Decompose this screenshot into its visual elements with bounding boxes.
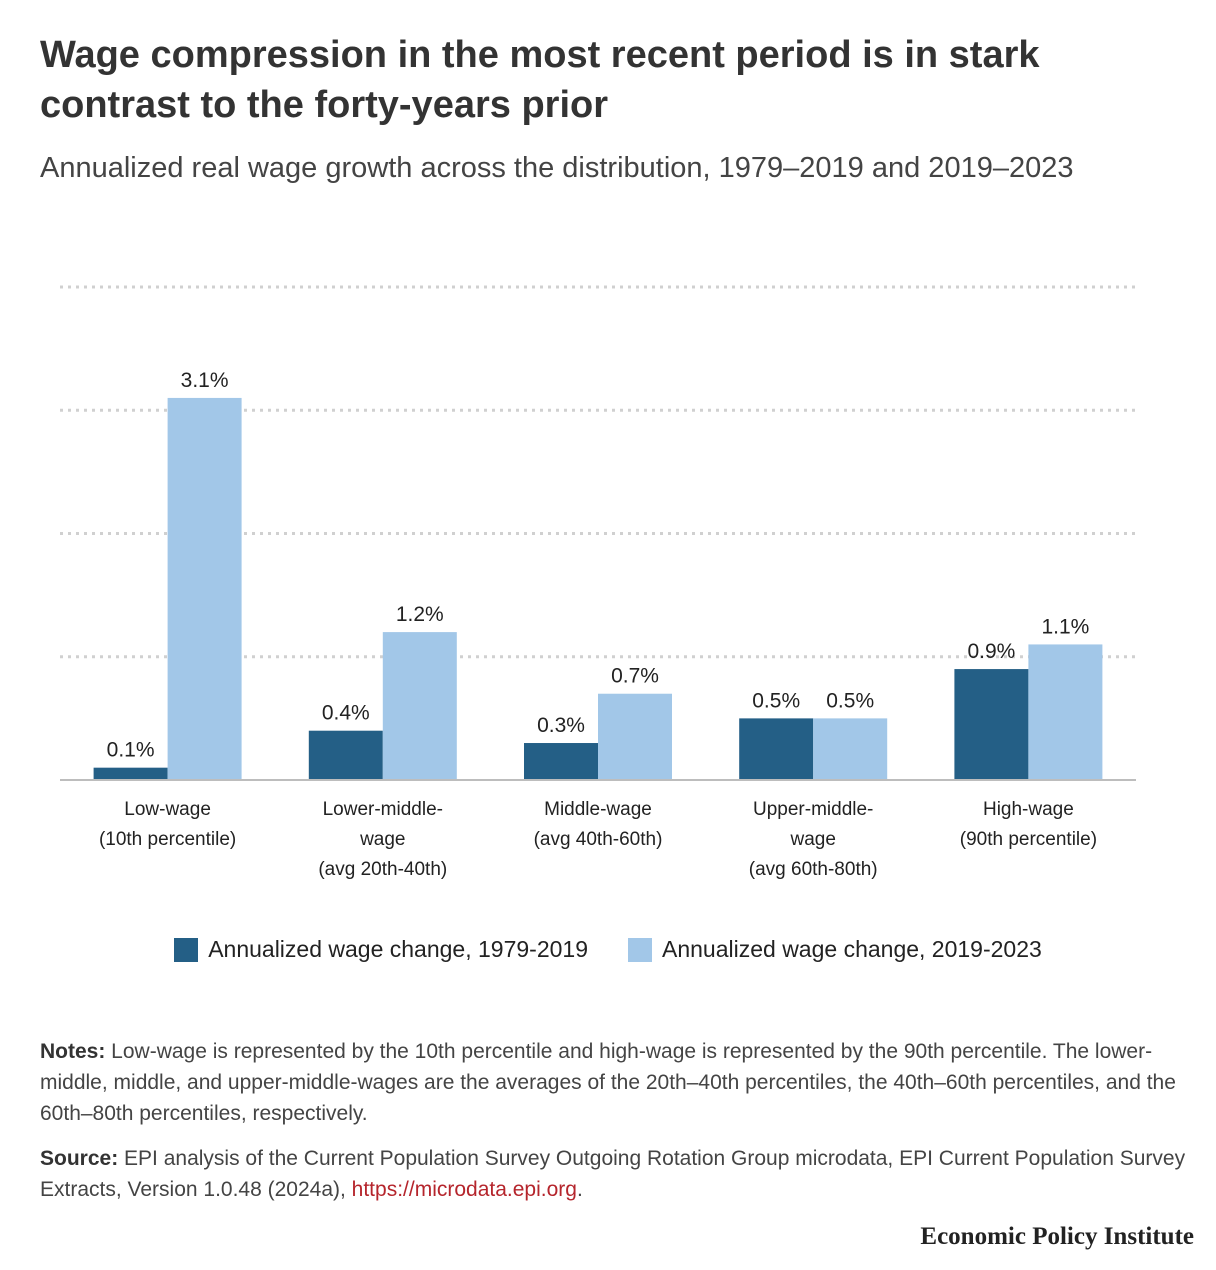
category-label: High-wage [983, 799, 1074, 820]
bar-2019-2023 [167, 397, 242, 780]
legend: Annualized wage change, 1979-2019 Annual… [0, 936, 1216, 963]
value-label: 0.7% [611, 665, 659, 688]
category-labels: Low-wage (10th percentile) Lower-middle-wa… [99, 799, 1097, 880]
bar-1979-2019 [93, 767, 168, 780]
category-label: (90th percentile) [960, 829, 1097, 850]
value-label: 0.5% [826, 689, 874, 712]
legend-label: Annualized wage change, 2019-2023 [662, 936, 1042, 962]
value-labels: 0.1% 3.1% 0.4% 1.2% 0.3% 0.7% 0.5% 0.5% 0.9% 1.1% [107, 369, 1090, 762]
value-label: 3.1% [181, 369, 229, 392]
category-label: (avg 20th-40th) [318, 859, 447, 880]
bars [93, 397, 1103, 780]
bar-1979-2019 [524, 743, 598, 780]
value-label: 0.1% [107, 739, 155, 762]
legend-swatch-light [628, 937, 652, 962]
category-label: Low-wage [124, 799, 211, 820]
legend-item-1979-2019: Annualized wage change, 1979-2019 [174, 936, 588, 963]
chart-title: Wage compression in the most recent peri… [40, 34, 1040, 126]
notes-text: Low-wage is represented by the 10th perc… [40, 1040, 1176, 1125]
value-label: 1.1% [1041, 615, 1089, 638]
category-label: wage [359, 829, 405, 850]
chart-subtitle: Annualized real wage growth across the d… [40, 152, 1074, 184]
value-label: 0.4% [322, 702, 370, 725]
source-end: . [576, 1178, 583, 1201]
source-link[interactable]: https://microdata.epi.org [351, 1178, 577, 1201]
bar-2019-2023 [382, 632, 457, 780]
bar-chart: 0.1% 3.1% 0.4% 1.2% 0.3% 0.7% 0.5% 0.5% 0.9% 1.1%… [60, 285, 1136, 880]
bar-2019-2023 [813, 718, 888, 780]
category-label: Middle-wage [544, 799, 652, 820]
legend-swatch-dark [174, 937, 199, 962]
source-label: Source: [40, 1147, 119, 1170]
gridlines [60, 285, 1136, 659]
bar-2019-2023 [598, 693, 672, 780]
category-label: Lower-middle- [323, 799, 443, 820]
bar-1979-2019 [739, 718, 814, 780]
category-label: (avg 60th-80th) [749, 859, 878, 880]
category-label: Upper-middle- [753, 799, 873, 820]
source: Source: EPI analysis of the Current Popu… [40, 1143, 1190, 1205]
bar-2019-2023 [1028, 644, 1103, 780]
value-label: 0.9% [967, 640, 1015, 663]
legend-label: Annualized wage change, 1979-2019 [208, 936, 588, 962]
brand-logo: Economic Policy Institute [920, 1223, 1194, 1250]
legend-item-2019-2023: Annualized wage change, 2019-2023 [628, 936, 1042, 963]
notes: Notes: Low-wage is represented by the 10… [40, 1036, 1190, 1129]
value-label: 1.2% [396, 603, 444, 626]
bar-1979-2019 [308, 730, 383, 780]
notes-label: Notes: [40, 1040, 106, 1063]
bar-1979-2019 [954, 669, 1029, 780]
category-label: (avg 40th-60th) [534, 829, 663, 850]
value-label: 0.3% [537, 714, 585, 737]
category-label: wage [789, 829, 835, 850]
source-text: EPI analysis of the Current Population S… [40, 1147, 1186, 1201]
value-label: 0.5% [752, 689, 800, 712]
category-label: (10th percentile) [99, 829, 236, 850]
